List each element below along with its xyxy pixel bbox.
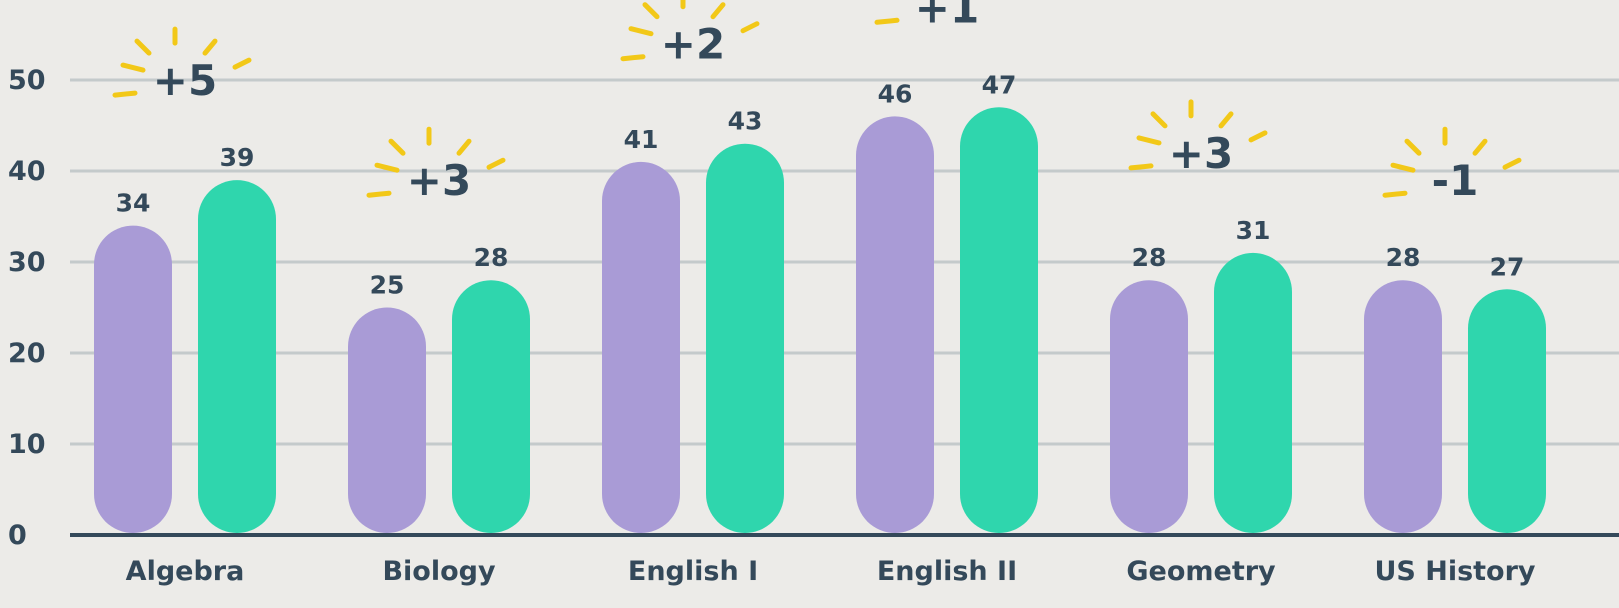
accent-ray <box>1248 130 1268 143</box>
category-label: US History <box>1374 556 1535 587</box>
data-label: 28 <box>1386 243 1421 272</box>
accent-ray <box>620 54 646 62</box>
y-tick-label: 40 <box>8 156 46 187</box>
difference-label: +2 <box>661 20 725 69</box>
bars <box>94 107 1546 534</box>
difference-label: +5 <box>153 56 217 105</box>
data-label: 46 <box>878 79 913 108</box>
bar <box>602 161 680 533</box>
accent-ray <box>1404 138 1422 156</box>
accent-ray <box>1390 162 1416 173</box>
labels: 34 39 Algebra +5 25 28 Biology +3 41 43 English I +… <box>112 0 1536 587</box>
accent-ray <box>202 38 218 56</box>
data-label: 28 <box>474 243 509 272</box>
data-label: 43 <box>728 107 763 136</box>
category-label: Algebra <box>126 556 245 587</box>
category-label: Biology <box>382 556 496 587</box>
difference-label: -1 <box>1432 156 1479 205</box>
data-label: 25 <box>370 271 405 300</box>
accent-ray <box>1218 111 1234 129</box>
data-label: 47 <box>982 70 1017 99</box>
accent-ray <box>740 21 760 34</box>
y-tick-label: 0 <box>8 520 27 551</box>
y-axis: 0 10 20 30 40 50 <box>8 65 1619 551</box>
y-tick-label: 10 <box>8 429 46 460</box>
bar <box>1364 280 1442 533</box>
category-label: English II <box>877 556 1017 587</box>
difference-label: +3 <box>1169 129 1233 178</box>
bar <box>856 116 934 534</box>
grid-lines <box>70 78 1619 446</box>
accent-ray <box>388 138 406 156</box>
accent-ray <box>1128 163 1154 171</box>
bar <box>1468 289 1546 533</box>
bar <box>94 225 172 533</box>
bar <box>960 107 1038 534</box>
accent-ray <box>710 2 726 20</box>
accent-ray <box>366 190 392 198</box>
bar <box>1110 280 1188 533</box>
data-label: 34 <box>116 189 151 218</box>
difference-label: +1 <box>915 0 979 32</box>
accent-ray <box>1136 135 1162 146</box>
accent-ray <box>112 90 138 98</box>
accent-ray <box>1472 138 1488 156</box>
accent-ray <box>628 26 654 37</box>
y-tick-label: 20 <box>8 338 46 369</box>
bar <box>1214 252 1292 533</box>
data-label: 28 <box>1132 243 1167 272</box>
accent-ray <box>874 17 900 25</box>
accent-ray <box>1150 111 1168 129</box>
data-label: 27 <box>1490 252 1525 281</box>
accent-ray <box>134 38 152 56</box>
data-label: 31 <box>1236 216 1271 245</box>
bar <box>706 143 784 533</box>
accent-ray <box>1502 157 1522 170</box>
accent-ray <box>1382 190 1408 198</box>
bar <box>348 307 426 533</box>
accent-ray <box>374 162 400 173</box>
difference-label: +3 <box>407 156 471 205</box>
bar <box>452 280 530 533</box>
data-label: 41 <box>624 125 659 154</box>
data-label: 39 <box>220 143 255 172</box>
accent-ray <box>456 138 472 156</box>
accent-ray <box>120 62 146 73</box>
category-label: Geometry <box>1126 556 1276 587</box>
accent-ray <box>642 2 660 20</box>
y-tick-label: 50 <box>8 65 46 96</box>
y-tick-label: 30 <box>8 247 46 278</box>
bar <box>198 180 276 533</box>
accent-ray <box>232 57 252 70</box>
accent-ray <box>486 157 506 170</box>
category-label: English I <box>628 556 758 587</box>
